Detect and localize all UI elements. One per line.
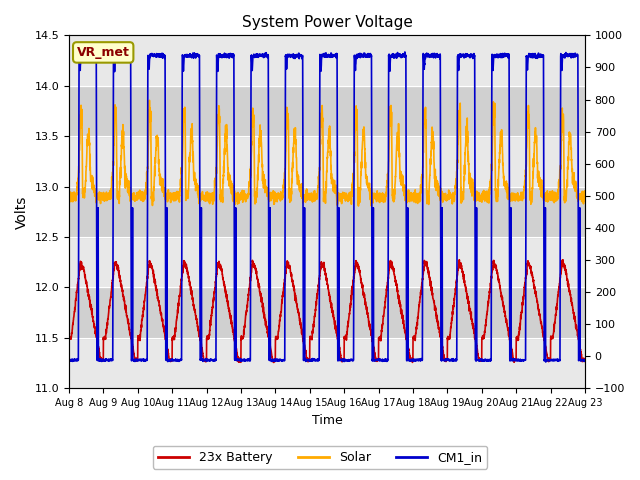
23x Battery: [270, 360, 278, 365]
CM1_in: [532, 54, 540, 60]
Bar: [69, 136, 585, 187]
Y-axis label: Volts: Volts: [15, 195, 29, 228]
23x Battery: [559, 257, 566, 263]
CM1_in: [176, 357, 184, 363]
Solar: [532, 140, 540, 145]
CM1_in: [209, 357, 217, 363]
Legend: 23x Battery, Solar, CM1_in: 23x Battery, Solar, CM1_in: [153, 446, 487, 469]
23x Battery: [532, 292, 540, 298]
Solar: [146, 97, 154, 103]
Bar: [69, 338, 585, 388]
Solar: [209, 197, 217, 203]
Solar: [176, 193, 184, 199]
Bar: [69, 187, 585, 237]
23x Battery: [209, 298, 217, 303]
Bar: [69, 36, 585, 86]
23x Battery: [176, 294, 184, 300]
23x Battery: [65, 335, 73, 340]
23x Battery: [581, 356, 589, 361]
23x Battery: [581, 359, 589, 364]
CM1_in: [542, 359, 550, 365]
CM1_in: [581, 358, 589, 363]
Solar: [355, 203, 362, 209]
Text: VR_met: VR_met: [77, 46, 130, 59]
Solar: [387, 104, 394, 109]
CM1_in: [65, 357, 73, 362]
23x Battery: [387, 260, 394, 265]
Line: 23x Battery: 23x Battery: [69, 260, 585, 362]
Bar: [69, 86, 585, 136]
Line: Solar: Solar: [69, 100, 585, 206]
X-axis label: Time: Time: [312, 414, 342, 427]
Bar: [69, 237, 585, 288]
Solar: [378, 193, 385, 199]
CM1_in: [581, 358, 589, 363]
23x Battery: [377, 333, 385, 338]
Line: CM1_in: CM1_in: [69, 52, 585, 362]
Title: System Power Voltage: System Power Voltage: [241, 15, 412, 30]
Bar: [69, 288, 585, 338]
CM1_in: [386, 67, 394, 72]
Solar: [65, 194, 73, 200]
CM1_in: [377, 357, 385, 362]
Solar: [581, 198, 589, 204]
CM1_in: [401, 49, 409, 55]
Solar: [581, 193, 589, 199]
